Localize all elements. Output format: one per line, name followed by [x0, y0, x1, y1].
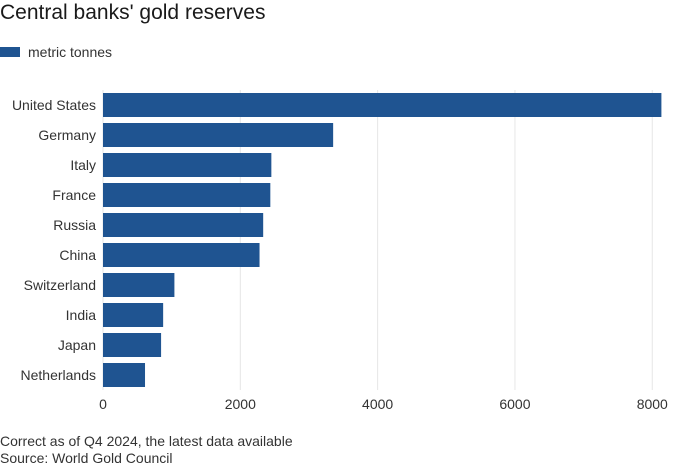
bar	[103, 153, 272, 177]
category-label: Japan	[58, 337, 96, 353]
category-label: United States	[12, 97, 96, 113]
bar	[103, 213, 264, 237]
category-label: Italy	[70, 157, 96, 173]
bar	[103, 303, 164, 327]
bar	[103, 123, 334, 147]
x-tick-label: 6000	[499, 396, 530, 412]
bar	[103, 243, 260, 267]
category-labels: United States Germany Italy France Russia Chi…	[12, 97, 96, 383]
bars	[103, 93, 662, 387]
x-tick-label: 0	[99, 396, 107, 412]
category-label: China	[59, 247, 96, 263]
bar	[103, 93, 662, 117]
category-label: France	[52, 187, 96, 203]
legend-swatch	[0, 47, 20, 57]
x-tick-label: 4000	[362, 396, 393, 412]
category-label: Russia	[53, 217, 96, 233]
bar	[103, 363, 146, 387]
category-label: Germany	[38, 127, 96, 143]
x-tick-labels: 0 2000 4000 6000 8000	[99, 396, 668, 412]
bar-chart: United States Germany Italy France Russia Chi…	[12, 90, 668, 412]
legend: metric tonnes	[0, 43, 112, 61]
legend-label: metric tonnes	[28, 44, 113, 60]
x-tick-label: 2000	[225, 396, 256, 412]
category-label: Netherlands	[21, 367, 97, 383]
category-label: India	[66, 307, 97, 323]
chart-title: Central banks' gold reserves	[0, 1, 266, 24]
x-tick-label: 8000	[637, 396, 668, 412]
bar	[103, 273, 175, 297]
source-note: Source: World Gold Council	[0, 450, 173, 466]
category-label: Switzerland	[24, 277, 96, 293]
bar	[103, 183, 271, 207]
footnote: Correct as of Q4 2024, the latest data a…	[0, 433, 293, 449]
bar	[103, 333, 162, 357]
